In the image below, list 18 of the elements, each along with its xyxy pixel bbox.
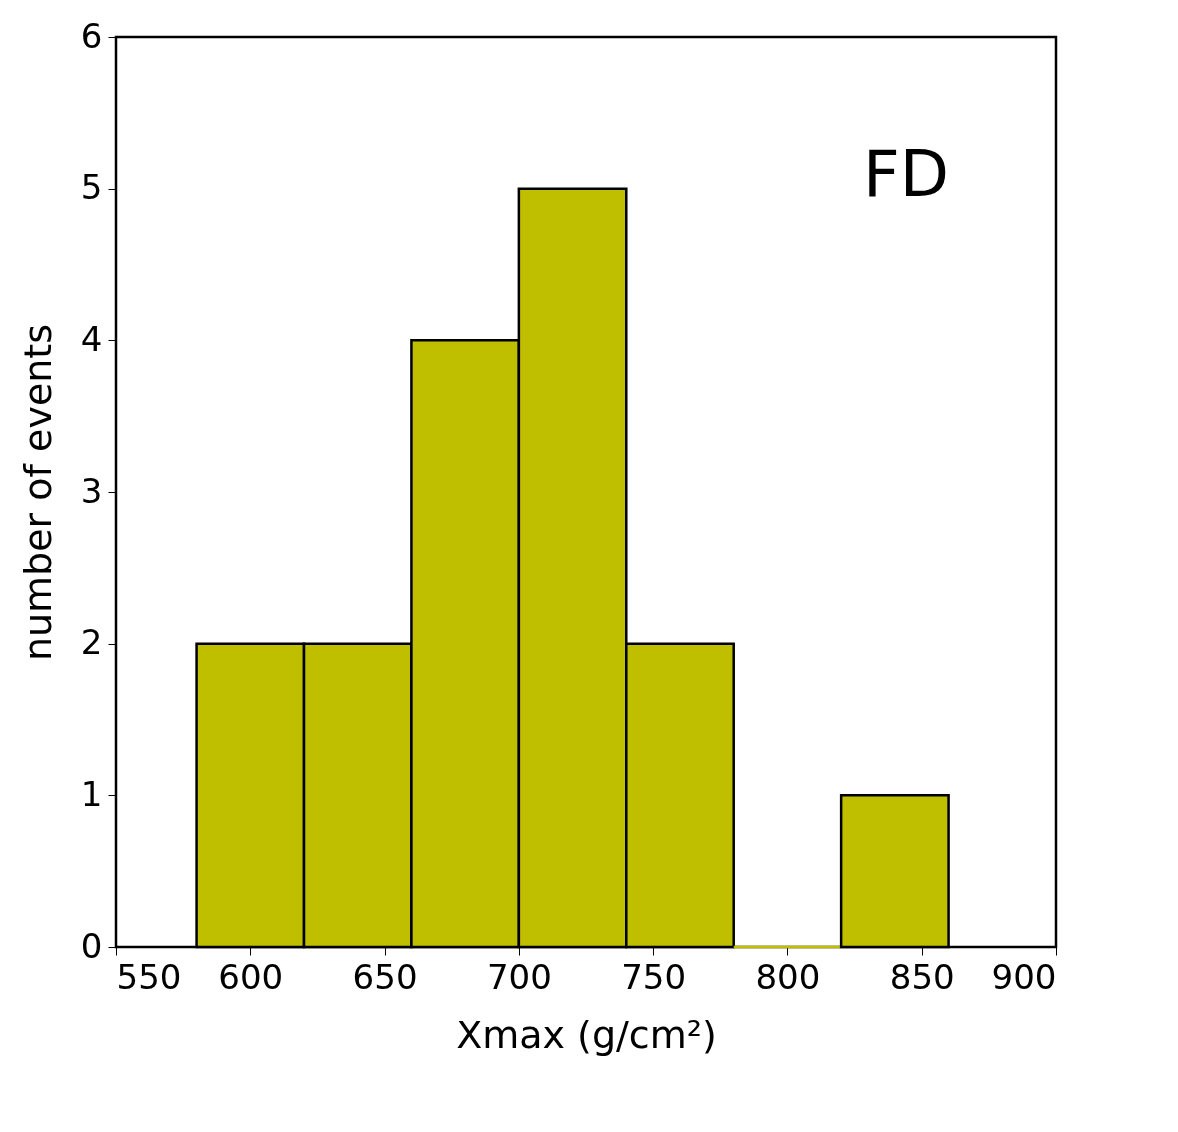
y-tick-label: 4 bbox=[80, 318, 103, 359]
y-tick-label: 0 bbox=[80, 925, 103, 966]
y-axis-title: number of events bbox=[15, 323, 60, 662]
x-tick-label: 800 bbox=[755, 956, 821, 997]
x-axis-title: Xmax (g/cm²) bbox=[456, 1012, 717, 1057]
y-tick-label: 6 bbox=[80, 15, 103, 56]
y-tick-label: 2 bbox=[80, 622, 103, 663]
x-tick-label: 850 bbox=[889, 956, 955, 997]
x-tick-label: 550 bbox=[116, 956, 182, 997]
x-tick-label: 700 bbox=[486, 956, 552, 997]
annotation: FD bbox=[862, 137, 950, 211]
y-tick-label: 1 bbox=[80, 773, 103, 814]
x-tick-label: 600 bbox=[218, 956, 284, 997]
y-tick-label: 5 bbox=[80, 167, 103, 208]
x-tick-label: 650 bbox=[352, 956, 418, 997]
y-tick-label: 3 bbox=[80, 470, 103, 511]
x-tick-label: 900 bbox=[991, 956, 1057, 997]
x-tick-label: 750 bbox=[621, 956, 687, 997]
